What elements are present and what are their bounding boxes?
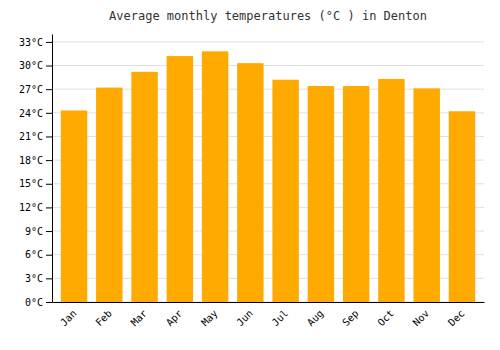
bar [237,63,263,302]
x-tick-label: Apr [164,308,185,329]
x-tick: Feb [93,308,114,329]
y-tick-label: 9°C [25,226,43,237]
x-tick: Aug [305,308,326,329]
bar [96,88,122,302]
y-axis-line [52,35,53,303]
title: Average monthly temperatures (°C ) in De… [109,9,427,23]
y-tick-label: 12°C [19,202,43,213]
x-tick-label: May [199,308,220,329]
x-tick-label: Jan [58,308,79,329]
x-tick-label: Nov [411,308,432,329]
y-tick-mark [46,160,52,161]
grid [52,42,484,302]
y-tick: 33°C [19,37,52,48]
y-tick-label: 24°C [19,108,43,119]
plot: 0°C 3°C 6°C 9°C 12°C 15°C 18°C 21°C 24°C 27°C 30°C… [19,35,485,329]
y-tick-label: 27°C [19,84,43,95]
x-tick-label: Dec [446,308,467,329]
bar [272,80,298,302]
y-tick-mark [46,302,52,303]
y-tick-mark [46,278,52,279]
x-tick: Nov [411,308,432,329]
y-tick-label: 6°C [25,249,43,260]
y-tick-mark [46,113,52,114]
y-tick-mark [46,184,52,185]
x-tick-label: Jul [270,308,291,329]
x-tick-label: Mar [129,308,150,329]
y-tick-mark [46,89,52,90]
x-tick: Jul [270,308,291,329]
x-tick: Sep [340,308,361,329]
x-tick-label: Sep [340,308,361,329]
x-tick: May [199,308,220,329]
x-tick: Apr [164,308,185,329]
y-tick-label: 21°C [19,131,43,142]
bar [343,86,369,302]
bar [413,88,439,302]
chart: 0°C 3°C 6°C 9°C 12°C 15°C 18°C 21°C 24°C 27°C 30°C… [0,0,500,350]
y-tick-label: 30°C [19,60,43,71]
y-tick-label: 33°C [19,37,43,48]
y-tick-mark [46,231,52,232]
y-tick-mark [46,66,52,67]
x-tick-label: Jun [234,308,255,329]
x-tick-label: Aug [305,308,326,329]
y-axis: 0°C 3°C 6°C 9°C 12°C 15°C 18°C 21°C 24°C 27°C 30°C… [19,35,53,308]
y-tick-mark [46,42,52,43]
y-tick-mark [46,136,52,137]
bar [61,110,87,302]
x-tick-label: Feb [93,308,114,329]
y-tick: 30°C [19,60,52,71]
bar [449,111,475,302]
y-tick-mark [46,207,52,208]
x-tick: Mar [129,308,150,329]
x-tick: Jan [58,308,79,329]
x-tick: Dec [446,308,467,329]
bar [167,56,193,302]
y-tick: 0°C [25,297,52,308]
bar [202,51,228,302]
y-tick: 6°C [25,249,52,260]
x-axis: Jan Feb Mar Apr May Jun Jul Aug Sep Oct Nov Dec [53,303,485,329]
bar [131,72,157,302]
bar [308,86,334,302]
y-tick: 3°C [25,273,52,284]
grid-line [52,65,484,66]
x-tick-label: Oct [375,308,396,329]
y-tick: 12°C [19,202,52,213]
y-tick: 15°C [19,178,52,189]
y-tick-label: 3°C [25,273,43,284]
x-tick: Oct [375,308,396,329]
x-tick: Jun [234,308,255,329]
y-tick: 9°C [25,226,52,237]
y-tick-label: 15°C [19,178,43,189]
y-tick: 18°C [19,155,52,166]
grid-line [52,41,484,42]
y-tick: 27°C [19,84,52,95]
y-tick-mark [46,255,52,256]
y-tick-label: 0°C [25,297,43,308]
x-axis-line [53,302,485,303]
y-tick: 24°C [19,108,52,119]
bars [61,51,475,302]
y-tick-label: 18°C [19,155,43,166]
y-tick: 21°C [19,131,52,142]
bar [378,79,404,302]
